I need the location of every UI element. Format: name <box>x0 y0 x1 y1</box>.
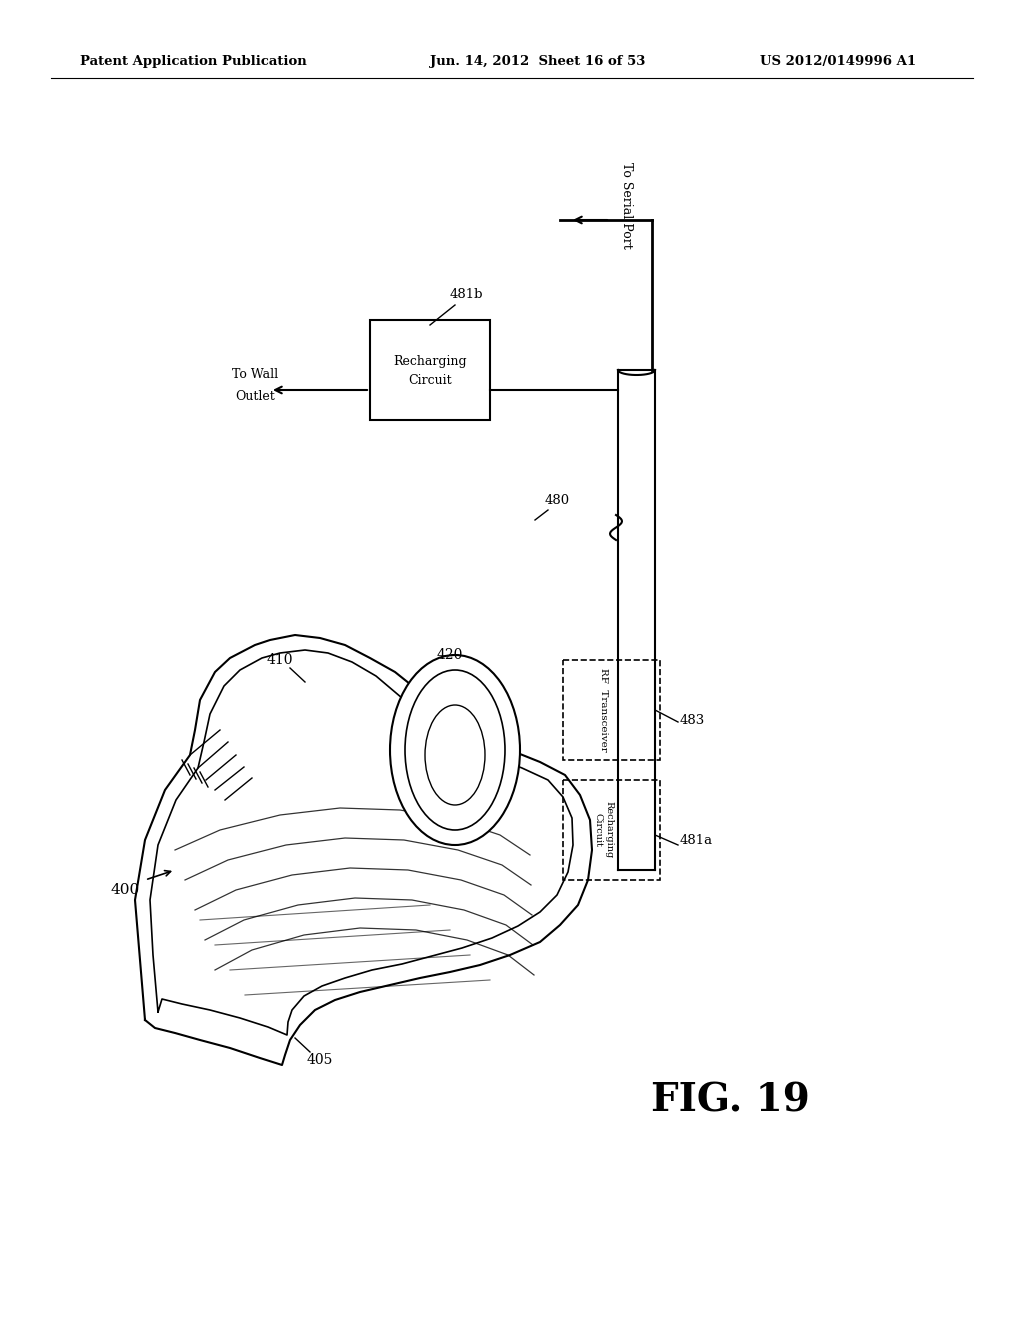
Ellipse shape <box>390 655 520 845</box>
Text: FIG. 19: FIG. 19 <box>650 1081 809 1119</box>
Bar <box>370 319 490 420</box>
Text: To Wall: To Wall <box>232 367 279 380</box>
Text: 483: 483 <box>680 714 706 726</box>
Ellipse shape <box>425 705 485 805</box>
Text: 420: 420 <box>437 648 463 663</box>
Text: Recharging: Recharging <box>393 355 467 368</box>
Ellipse shape <box>406 671 505 830</box>
Text: 405: 405 <box>307 1053 333 1067</box>
Text: 481a: 481a <box>680 833 713 846</box>
Text: 480: 480 <box>545 494 570 507</box>
Text: Jun. 14, 2012  Sheet 16 of 53: Jun. 14, 2012 Sheet 16 of 53 <box>430 55 645 69</box>
Bar <box>563 780 660 880</box>
Text: RF  Transceiver: RF Transceiver <box>599 668 608 752</box>
Text: Patent Application Publication: Patent Application Publication <box>80 55 307 69</box>
Text: Circuit: Circuit <box>409 374 452 387</box>
Bar <box>563 660 660 760</box>
Text: 410: 410 <box>266 653 293 667</box>
Text: To Serial Port: To Serial Port <box>620 161 633 248</box>
Text: Recharging
Circuit: Recharging Circuit <box>594 801 613 858</box>
Text: Outlet: Outlet <box>236 389 274 403</box>
Text: 481b: 481b <box>450 289 483 301</box>
Text: US 2012/0149996 A1: US 2012/0149996 A1 <box>760 55 916 69</box>
Text: 400: 400 <box>111 883 140 898</box>
